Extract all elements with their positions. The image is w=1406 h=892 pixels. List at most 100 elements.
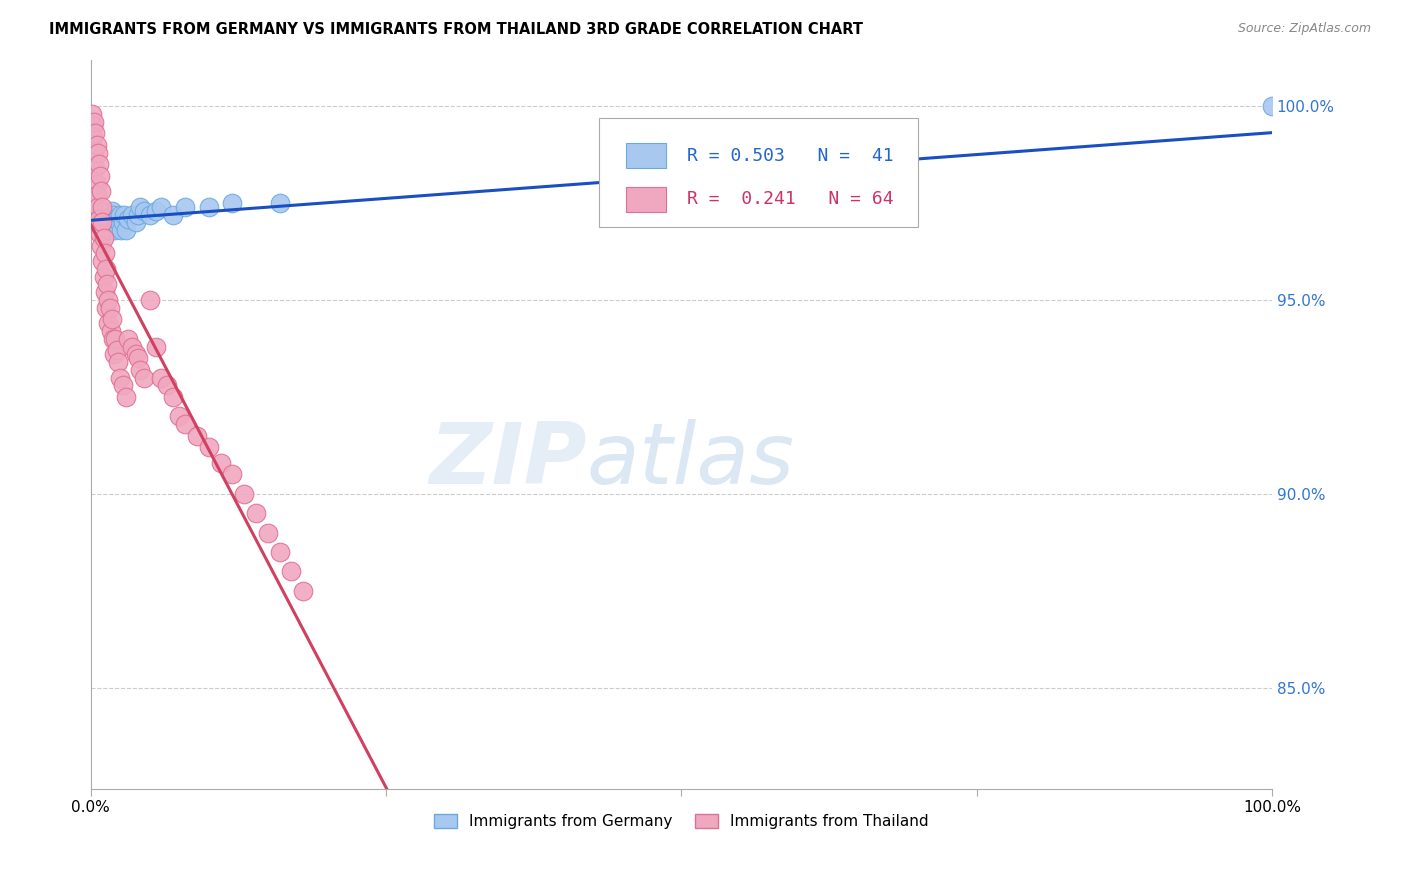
Point: [107, 355, 129, 369]
Point: [84, 126, 107, 140]
FancyBboxPatch shape: [599, 118, 918, 227]
Point: [280, 565, 302, 579]
Point: [104, 332, 127, 346]
Point: [1261, 99, 1284, 113]
Point: [86, 177, 108, 191]
Point: [83, 114, 105, 128]
Point: [91, 215, 114, 229]
Point: [221, 196, 243, 211]
Point: [101, 208, 124, 222]
Point: [138, 293, 160, 307]
Point: [80, 196, 103, 211]
Point: [98, 301, 121, 315]
Point: [90, 238, 112, 252]
Point: [112, 208, 135, 222]
Point: [197, 440, 219, 454]
Point: [86, 188, 108, 202]
Point: [108, 208, 131, 222]
FancyBboxPatch shape: [626, 143, 666, 168]
Point: [127, 208, 149, 222]
Point: [121, 339, 143, 353]
Point: [82, 130, 104, 145]
Text: IMMIGRANTS FROM GERMANY VS IMMIGRANTS FROM THAILAND 3RD GRADE CORRELATION CHART: IMMIGRANTS FROM GERMANY VS IMMIGRANTS FR…: [49, 22, 863, 37]
Point: [174, 417, 197, 431]
Point: [292, 583, 315, 598]
Point: [156, 378, 179, 392]
Point: [89, 227, 111, 241]
Point: [87, 157, 110, 171]
Point: [221, 467, 243, 482]
Point: [86, 200, 108, 214]
Point: [84, 161, 107, 176]
Point: [104, 223, 127, 237]
Point: [103, 347, 125, 361]
Point: [269, 196, 291, 211]
Point: [94, 262, 117, 277]
Point: [80, 107, 103, 121]
Point: [108, 370, 131, 384]
Point: [124, 215, 146, 229]
Point: [138, 208, 160, 222]
Point: [269, 545, 291, 559]
Point: [94, 208, 117, 222]
Point: [105, 343, 128, 358]
Point: [110, 223, 132, 237]
Point: [90, 215, 112, 229]
Point: [150, 370, 173, 384]
Text: Source: ZipAtlas.com: Source: ZipAtlas.com: [1237, 22, 1371, 36]
Point: [93, 219, 115, 234]
Point: [209, 456, 232, 470]
Point: [86, 137, 108, 152]
Point: [883, 196, 905, 211]
Point: [124, 347, 146, 361]
Point: [101, 332, 124, 346]
Point: [90, 185, 112, 199]
Point: [97, 316, 120, 330]
Point: [100, 324, 122, 338]
Point: [91, 254, 114, 268]
Point: [117, 211, 139, 226]
Point: [83, 145, 105, 160]
Point: [94, 223, 117, 237]
Point: [98, 219, 121, 234]
Point: [103, 215, 125, 229]
Point: [97, 293, 120, 307]
Point: [162, 390, 184, 404]
Point: [87, 211, 110, 226]
Point: [245, 506, 267, 520]
Point: [197, 200, 219, 214]
Legend: Immigrants from Germany, Immigrants from Thailand: Immigrants from Germany, Immigrants from…: [427, 808, 935, 836]
Point: [94, 246, 117, 260]
Point: [82, 119, 104, 133]
Point: [127, 351, 149, 366]
Point: [94, 285, 117, 300]
Point: [121, 208, 143, 222]
Point: [101, 312, 124, 326]
Point: [93, 269, 115, 284]
Text: R =  0.241   N = 64: R = 0.241 N = 64: [688, 190, 894, 208]
Point: [111, 378, 134, 392]
Point: [132, 203, 155, 218]
Point: [256, 525, 278, 540]
Point: [108, 215, 131, 229]
FancyBboxPatch shape: [626, 186, 666, 211]
Point: [89, 169, 111, 183]
Point: [96, 277, 118, 292]
Point: [101, 203, 124, 218]
Point: [83, 208, 105, 222]
Point: [94, 301, 117, 315]
Point: [93, 231, 115, 245]
Point: [186, 428, 208, 442]
Point: [129, 363, 152, 377]
Point: [162, 208, 184, 222]
Point: [233, 487, 256, 501]
Point: [91, 200, 114, 214]
Point: [100, 223, 122, 237]
Point: [96, 215, 118, 229]
Point: [129, 200, 152, 214]
Text: atlas: atlas: [586, 419, 794, 502]
Text: R = 0.503   N =  41: R = 0.503 N = 41: [688, 146, 894, 164]
Point: [145, 339, 167, 353]
Point: [115, 390, 138, 404]
Point: [87, 211, 110, 226]
